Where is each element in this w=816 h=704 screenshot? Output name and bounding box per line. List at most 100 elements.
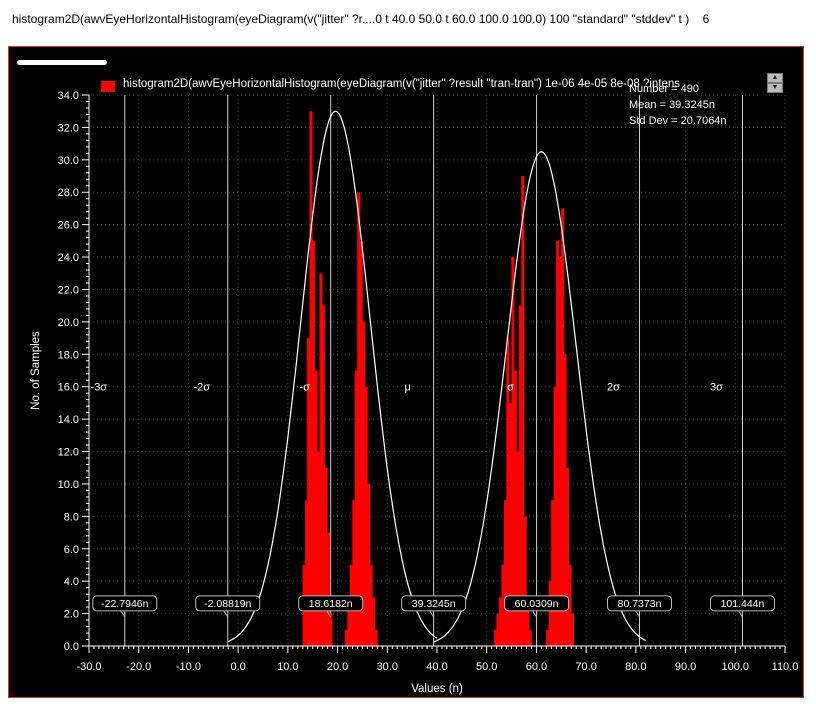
x-tick-label: 90.0 (675, 661, 696, 673)
x-tick-label: -10.0 (176, 661, 201, 673)
x-tick-label: 80.0 (625, 661, 646, 673)
histogram-bar (501, 564, 505, 646)
x-axis-title: Values (n) (411, 683, 463, 695)
window-title-bar: histogram2D(awvEyeHorizontalHistogram(ey… (0, 0, 816, 46)
sigma-symbol: -σ (299, 382, 310, 394)
histogram-bar (316, 451, 320, 646)
sigma-value-box (195, 595, 261, 612)
stats-box: Number = 490 Mean = 39.3245n Std Dev = 2… (629, 81, 727, 129)
y-tick-label: 30.0 (58, 155, 79, 167)
x-tick-label: 10.0 (277, 661, 298, 673)
histogram-bar (307, 338, 311, 646)
histogram-bar (362, 321, 366, 646)
y-tick-label: 18.0 (58, 349, 79, 361)
y-tick-label: 14.0 (58, 414, 79, 426)
y-tick-label: 24.0 (58, 252, 79, 264)
histogram-bar (329, 613, 333, 646)
sigma-value-pointer (326, 610, 332, 618)
x-tick-label: -30.0 (76, 661, 101, 673)
histogram-bar (503, 500, 507, 646)
histogram-chart: -3σ -22.7946n -2σ -2.08819n -σ 18.6182n μ 39.32… (30, 90, 799, 695)
x-tick-label: 0.0 (230, 661, 245, 673)
histogram-bar (526, 597, 530, 646)
histogram-bar (546, 629, 550, 646)
sigma-value-label: 60.0309n (515, 598, 559, 610)
histogram-bar (561, 208, 565, 647)
sigma-symbol: -2σ (193, 382, 210, 394)
y-tick-label: 34.0 (58, 90, 79, 102)
y-tick-label: 32.0 (58, 122, 79, 134)
sigma-value-pointer (120, 610, 126, 618)
histogram-bar (312, 240, 316, 646)
histogram-bar (364, 386, 368, 646)
y-tick-label: 20.0 (58, 317, 79, 329)
window-title-suffix: 6 (702, 12, 710, 26)
sigma-value-pointer (429, 610, 435, 618)
chevron-up-icon[interactable]: ▲ (767, 73, 783, 83)
y-tick-label: 10.0 (58, 479, 79, 491)
legend-swatch (101, 81, 115, 92)
histogram-bar (324, 467, 328, 646)
y-tick-label: 16.0 (58, 382, 79, 394)
histogram-bar (523, 516, 527, 646)
chevron-down-icon[interactable]: ▼ (767, 83, 783, 93)
y-tick-label: 8.0 (64, 511, 79, 523)
sigma-value-pointer (532, 610, 537, 618)
histogram-bar (344, 629, 348, 646)
histogram-bar (352, 500, 356, 646)
histogram-bar (511, 257, 515, 646)
histogram-bar (367, 483, 371, 646)
histogram-bar (357, 192, 361, 646)
y-tick-label: 2.0 (64, 609, 79, 621)
sigma-value-box (709, 595, 775, 612)
histogram-bar (369, 564, 373, 646)
histogram-bar (326, 532, 330, 646)
sigma-value-box (401, 595, 467, 612)
sigma-value-pointer (635, 610, 640, 618)
histogram-bar (548, 581, 552, 646)
sigma-value-box (607, 595, 673, 612)
sigma-value-label: 18.6182n (309, 598, 353, 610)
histogram-bar (321, 305, 325, 646)
sigma-value-pointer (223, 610, 229, 618)
sigma-value-label: -22.7946n (101, 598, 148, 610)
x-tick-label: 110.0 (772, 661, 799, 673)
histogram-bar (359, 240, 363, 646)
histogram-bar (309, 111, 313, 647)
x-tick-label: 40.0 (426, 661, 447, 673)
histogram-bar (513, 370, 517, 646)
gaussian-curve (227, 110, 438, 642)
stats-number: Number = 490 (629, 83, 700, 95)
histogram-bar (553, 386, 557, 646)
stats-stddev: Std Dev = 20.7064n (629, 115, 727, 127)
x-tick-label: 60.0 (526, 661, 547, 673)
histogram-bar (319, 273, 323, 646)
x-tick-label: 20.0 (327, 661, 348, 673)
sigma-value-label: 101.444n (721, 598, 765, 610)
sigma-symbol: 2σ (607, 382, 620, 394)
sigma-value-label: -2.08819n (204, 598, 251, 610)
sigma-value-label: 80.7373n (618, 598, 662, 610)
histogram-bar (563, 354, 567, 646)
sigma-value-box (298, 595, 364, 612)
window-title: histogram2D(awvEyeHorizontalHistogram(ey… (12, 12, 710, 26)
sigma-value-label: 39.3245n (412, 598, 456, 610)
histogram-bar (372, 597, 376, 646)
histogram-bar (528, 629, 532, 646)
x-tick-label: 50.0 (476, 661, 497, 673)
histogram-bar (347, 597, 351, 646)
scroll-thumb[interactable] (17, 60, 107, 65)
histogram-bar (566, 467, 570, 646)
gaussian-curve (433, 151, 647, 643)
y-tick-label: 12.0 (58, 447, 79, 459)
x-tick-label: 100.0 (722, 661, 750, 673)
y-axis-title: No. of Samples (30, 331, 42, 410)
x-tick-label: 70.0 (575, 661, 596, 673)
sigma-value-box (92, 595, 158, 612)
histogram-bar (498, 597, 502, 646)
histogram-bar (551, 500, 555, 646)
legend-label[interactable]: histogram2D(awvEyeHorizontalHistogram(ey… (123, 78, 681, 90)
sigma-symbol: μ (404, 382, 410, 394)
histogram-bar (493, 629, 497, 646)
histogram-bar (568, 564, 572, 646)
